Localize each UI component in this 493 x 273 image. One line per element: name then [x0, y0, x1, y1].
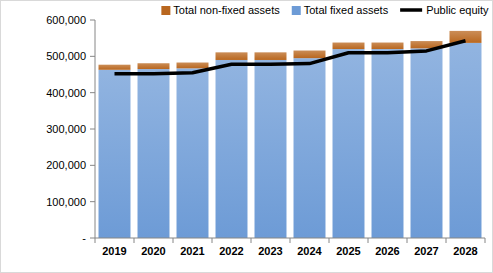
x-tick-label: 2025 — [336, 245, 360, 257]
y-tick — [90, 238, 95, 239]
bar-segment — [99, 70, 131, 238]
line-series — [115, 41, 466, 74]
bar-segment — [216, 60, 248, 238]
y-tick — [90, 20, 95, 21]
y-tick — [90, 92, 95, 93]
plot-area — [99, 31, 482, 238]
x-tick-label: 2022 — [219, 245, 243, 257]
legend: Total non-fixed assets Total fixed assets… — [161, 4, 489, 16]
y-tick-label: 100,000 — [46, 196, 86, 208]
x-tick-divider — [407, 238, 408, 243]
x-tick-divider — [251, 238, 252, 243]
x-tick-divider — [446, 238, 447, 243]
chart-container: - 100,000 200,000 300,000 400,000 500,000 600,… — [0, 0, 493, 273]
bar-segment — [294, 58, 326, 238]
x-tick-label: 2026 — [375, 245, 399, 257]
y-tick — [90, 129, 95, 130]
y-tick-label: 400,000 — [46, 87, 86, 99]
legend-label: Total fixed assets — [304, 4, 389, 16]
x-tick-label: 2019 — [102, 245, 126, 257]
x-tick-label: 2021 — [180, 245, 204, 257]
legend-swatch — [400, 8, 422, 12]
x-tick-label: 2024 — [297, 245, 322, 257]
bar-segment — [333, 49, 365, 238]
x-tick-label: 2023 — [258, 245, 282, 257]
bar-segment — [372, 49, 404, 238]
y-tick-label: 200,000 — [46, 159, 86, 171]
bar-segment — [372, 43, 404, 50]
y-tick-label: 300,000 — [46, 123, 86, 135]
legend-swatch — [292, 6, 301, 15]
x-tick-divider — [134, 238, 135, 243]
bar-segment — [255, 60, 287, 238]
bar-segment — [411, 48, 443, 238]
x-tick-label: 2027 — [414, 245, 438, 257]
x-tick-divider — [485, 238, 486, 243]
y-tick-label: 600,000 — [46, 14, 86, 26]
x-tick-divider — [329, 238, 330, 243]
bar-segment — [450, 43, 482, 238]
y-tick — [90, 201, 95, 202]
y-tick-label: 500,000 — [46, 50, 86, 62]
bar-segment — [255, 52, 287, 60]
bar-segment — [138, 63, 170, 69]
y-tick — [90, 56, 95, 57]
legend-label: Public equity — [426, 4, 489, 16]
chart-border — [1, 1, 493, 273]
x-tick-divider — [95, 238, 96, 243]
legend-label: Total non-fixed assets — [173, 4, 280, 16]
x-tick-label: 2020 — [141, 245, 165, 257]
y-tick-label: - — [82, 232, 86, 244]
chart-svg: - 100,000 200,000 300,000 400,000 500,000 600,… — [0, 0, 493, 273]
bar-segment — [294, 51, 326, 59]
bar-segment — [216, 52, 248, 60]
bar-segment — [333, 43, 365, 50]
bar-segment — [177, 68, 209, 238]
bar-segment — [177, 63, 209, 69]
x-tick-divider — [368, 238, 369, 243]
x-tick-divider — [290, 238, 291, 243]
bar-segment — [138, 69, 170, 238]
y-tick — [90, 165, 95, 166]
x-tick-label: 2028 — [453, 245, 477, 257]
bar-segment — [99, 65, 131, 70]
x-tick-divider — [173, 238, 174, 243]
x-tick-divider — [212, 238, 213, 243]
legend-swatch — [161, 6, 170, 15]
